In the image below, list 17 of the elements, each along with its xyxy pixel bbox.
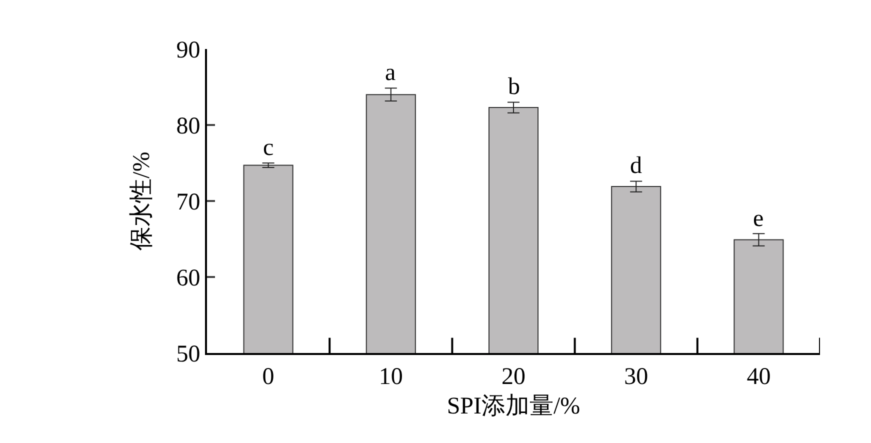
x-tick-label: 20	[502, 364, 526, 390]
x-tick-label: 40	[746, 364, 771, 390]
x-tick-label: 0	[262, 364, 274, 390]
y-tick-label: 60	[176, 265, 200, 292]
x-axis-title: SPI添加量/%	[446, 394, 580, 420]
y-tick-label: 70	[176, 189, 200, 216]
y-tick-label: 80	[176, 113, 200, 140]
y-tick-label: 50	[176, 341, 200, 368]
y-axis-title: 保水性/%	[128, 152, 155, 250]
annotation: b	[508, 74, 520, 100]
x-tick-label: 30	[624, 364, 648, 390]
annotation: e	[753, 206, 764, 232]
annotation: c	[263, 135, 274, 161]
y-tick-label: 90	[176, 37, 200, 64]
annotation: a	[385, 60, 396, 86]
x-tick-label: 10	[378, 364, 403, 390]
annotation: d	[630, 153, 642, 179]
